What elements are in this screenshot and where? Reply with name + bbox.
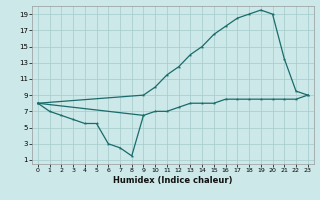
X-axis label: Humidex (Indice chaleur): Humidex (Indice chaleur)	[113, 176, 233, 185]
